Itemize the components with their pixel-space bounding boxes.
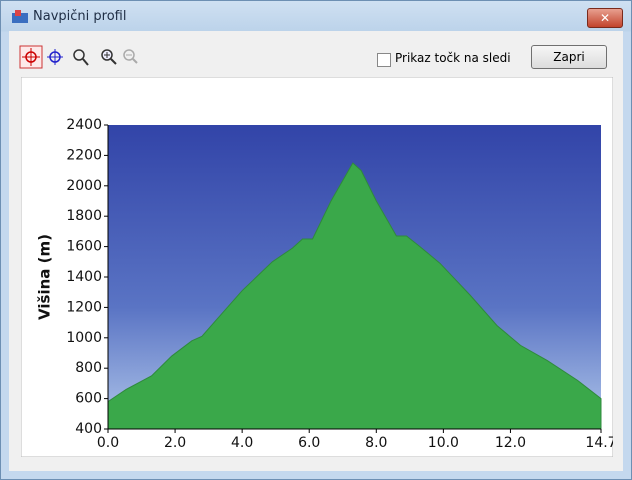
x-tick-label: 14.7 <box>585 435 613 451</box>
x-tick-label: 2.0 <box>164 435 186 451</box>
y-tick-label: 1200 <box>66 299 102 315</box>
y-tick-label: 1000 <box>66 330 102 346</box>
y-tick-label: 1400 <box>66 269 102 285</box>
y-tick-label: 600 <box>75 391 102 407</box>
y-tick-label: 1800 <box>66 208 102 224</box>
y-tick-label: 2400 <box>66 117 102 133</box>
y-tick-label: 2000 <box>66 178 102 194</box>
chart: 400 600 800 1000 1200 1400 1600 1800 2000 2200 240… <box>21 77 613 457</box>
y-tick-label: 800 <box>75 360 102 376</box>
tool-crosshair-blue[interactable] <box>47 49 63 65</box>
x-tick-label: 0.0 <box>97 435 119 451</box>
x-tick-label: 4.0 <box>231 435 253 451</box>
tool-zoom-out[interactable] <box>123 49 138 64</box>
app-icon <box>12 10 28 23</box>
x-tick-label: 12.0 <box>495 435 526 451</box>
tool-pan[interactable] <box>73 49 89 66</box>
y-tick-label: 400 <box>75 421 102 437</box>
close-button[interactable]: ✕ <box>587 8 623 28</box>
client-area: Prikaz točk na sledi Zapri 400 600 800 1000… <box>9 31 623 471</box>
x-tick-label: 8.0 <box>365 435 387 451</box>
y-axis-label: Višina (m) <box>36 234 54 320</box>
x-tick-label: 10.0 <box>428 435 459 451</box>
y-tick-label: 1600 <box>66 239 102 255</box>
elevation-area <box>107 162 602 430</box>
toolbar <box>19 45 138 69</box>
x-tick-label: 6.0 <box>298 435 320 451</box>
checkbox[interactable] <box>377 53 391 67</box>
tool-zoom-in[interactable] <box>101 49 117 65</box>
close-dialog-button[interactable]: Zapri <box>531 45 607 69</box>
window-title: Navpični profil <box>33 9 127 24</box>
checkbox-label[interactable]: Prikaz točk na sledi <box>395 51 511 65</box>
y-tick-label: 2200 <box>66 147 102 163</box>
